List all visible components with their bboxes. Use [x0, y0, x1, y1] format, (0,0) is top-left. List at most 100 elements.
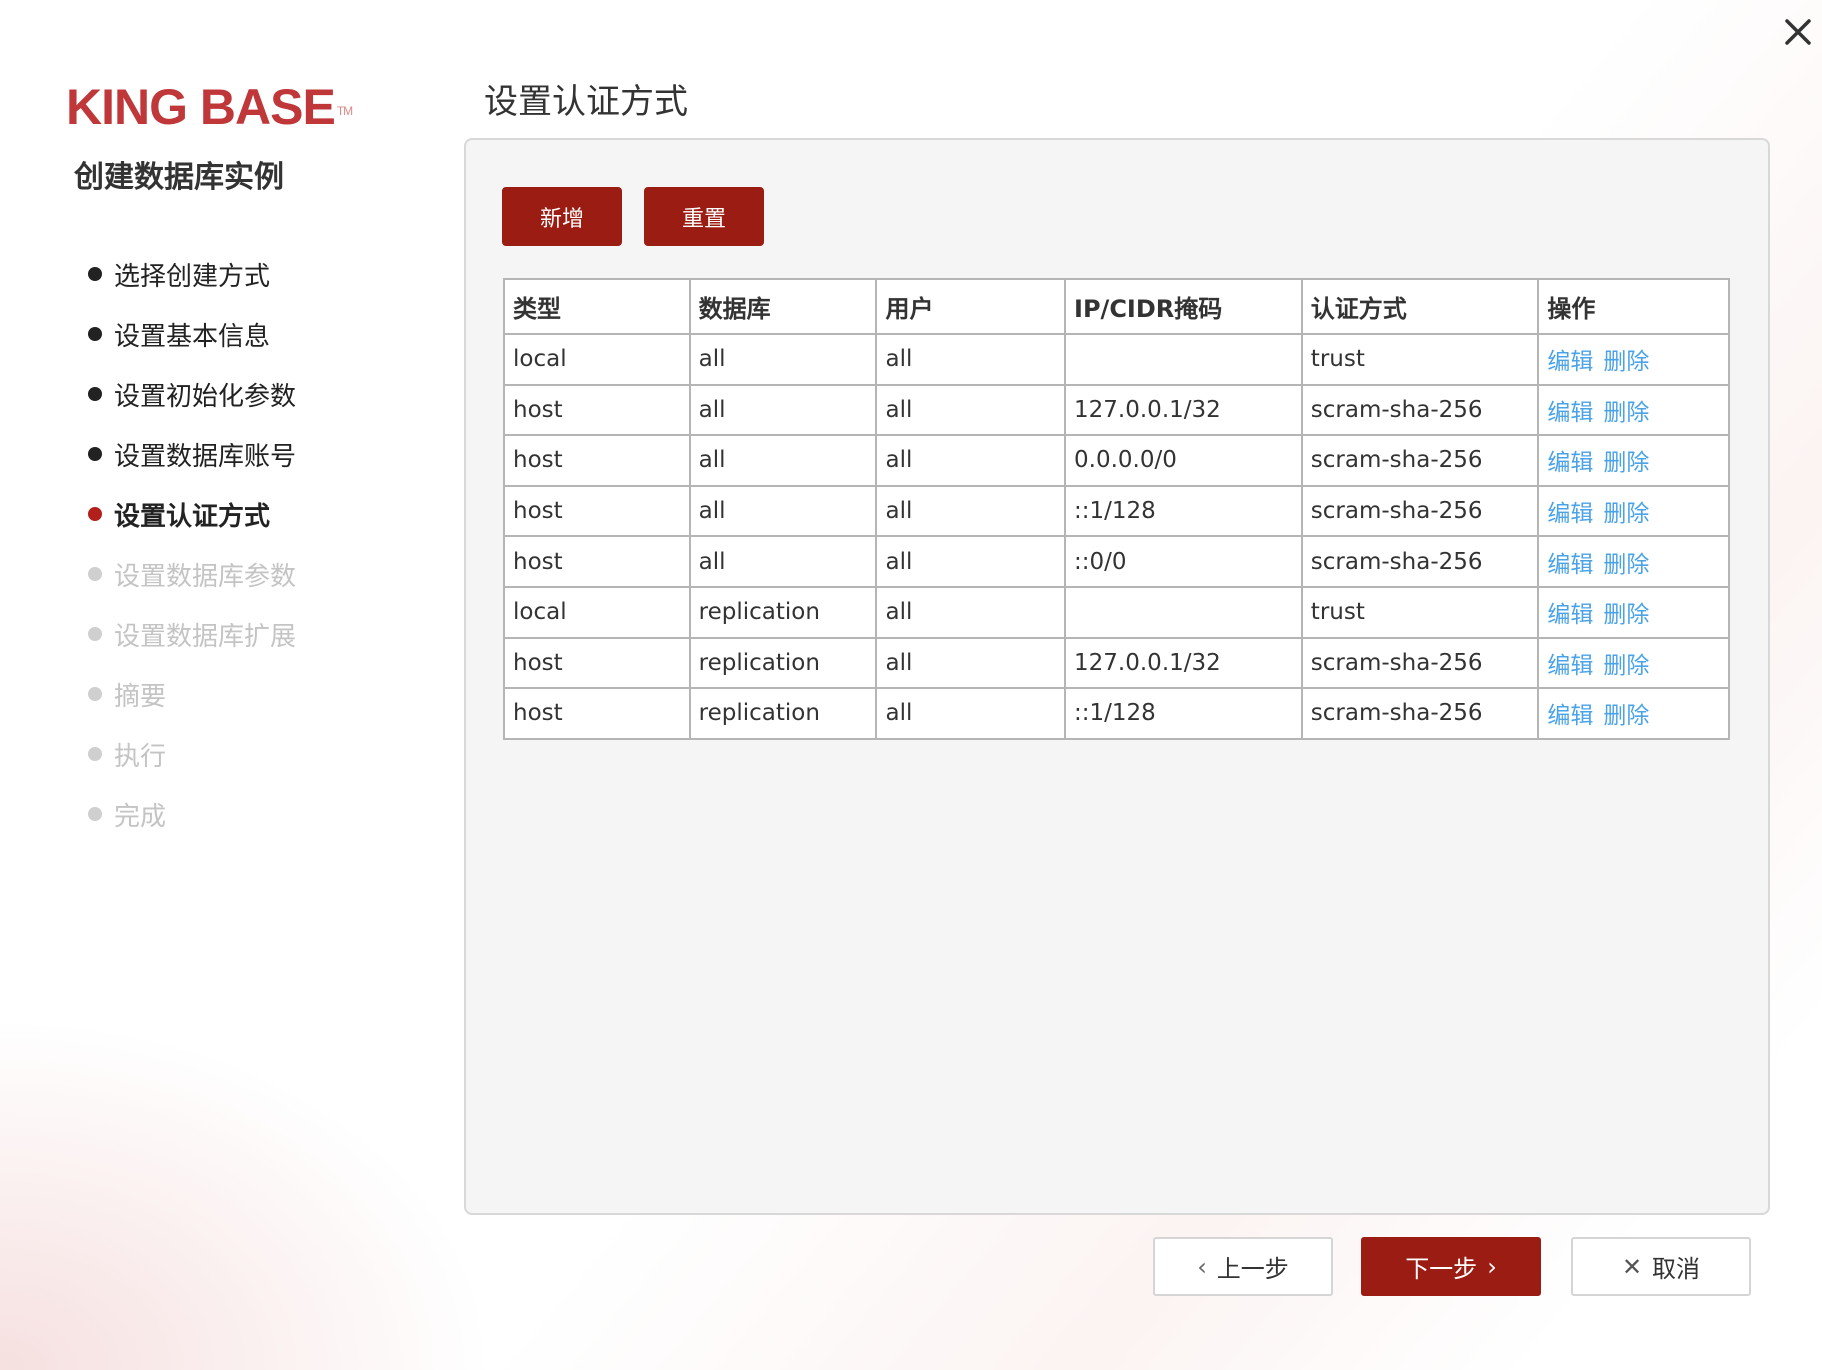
wizard-step: 设置基本信息 — [88, 304, 296, 364]
table-row: host all all::1/128 scram-sha-256 编辑 删除 — [503, 484, 1730, 538]
wizard-step-label: 设置数据库扩展 — [114, 621, 297, 652]
table-cell: scram-sha-256 — [1300, 535, 1540, 588]
delete-link[interactable]: 删除 — [1603, 349, 1650, 376]
column-header: 操作 — [1537, 278, 1730, 335]
table-cell: trust — [1300, 333, 1540, 386]
cancel-label: 取消 — [1652, 1255, 1701, 1283]
reset-button[interactable]: 重置 — [644, 187, 764, 246]
next-label: 下一步 — [1405, 1255, 1478, 1283]
delete-link[interactable]: 删除 — [1603, 450, 1650, 477]
delete-link[interactable]: 删除 — [1603, 399, 1650, 426]
edit-link[interactable]: 编辑 — [1547, 501, 1594, 528]
table-cell: local — [503, 585, 691, 639]
wizard-step-label: 选择创建方式 — [114, 261, 271, 292]
table-cell: host — [503, 484, 691, 538]
wizard-steps: 选择创建方式 设置基本信息 设置初始化参数 设置数据库账号 设置认证方式 设置数据库参数设… — [88, 244, 296, 844]
actions-cell: 编辑 删除 — [1537, 434, 1730, 487]
table-cell: all — [688, 383, 878, 437]
table-row: host all all 0.0.0.0/0 scram-sha-256 编辑 删除 — [503, 434, 1730, 487]
table-cell: all — [875, 484, 1067, 538]
table-cell: replication — [688, 636, 878, 690]
cancel-button[interactable]: ✕ 取消 — [1571, 1237, 1751, 1296]
edit-link[interactable]: 编辑 — [1547, 652, 1594, 679]
edit-link[interactable]: 编辑 — [1547, 703, 1594, 730]
wizard-step: 设置认证方式 — [88, 484, 296, 544]
table-cell: all — [688, 434, 878, 487]
wizard-step: 完成 — [88, 784, 296, 844]
bullet-icon — [88, 507, 102, 521]
bullet-icon — [88, 807, 102, 821]
table-row: host all all::0/0 scram-sha-256 编辑 删除 — [503, 535, 1730, 588]
table-cell: all — [875, 636, 1067, 690]
page-title: 设置认证方式 — [484, 82, 688, 122]
delete-link[interactable]: 删除 — [1603, 602, 1650, 629]
column-header: 类型 — [503, 278, 691, 335]
actions-cell: 编辑 删除 — [1537, 585, 1730, 639]
delete-link[interactable]: 删除 — [1603, 501, 1650, 528]
table-cell: host — [503, 636, 691, 690]
edit-link[interactable]: 编辑 — [1547, 551, 1594, 578]
chevron-right-icon: › — [1487, 1252, 1497, 1281]
table-row: local replication all trust 编辑 删除 — [503, 585, 1730, 639]
next-button[interactable]: 下一步 › — [1361, 1237, 1541, 1296]
bullet-icon — [88, 387, 102, 401]
delete-link[interactable]: 删除 — [1603, 551, 1650, 578]
table-cell: all — [875, 434, 1067, 487]
auth-table: 类型 数据库 用户 IP/CIDR掩码 认证方式 操作 local all all trust 编… — [503, 278, 1730, 740]
edit-link[interactable]: 编辑 — [1547, 349, 1594, 376]
close-icon: ✕ — [1621, 1252, 1643, 1281]
table-row: host all all 127.0.0.1/32 scram-sha-256 编辑 删除 — [503, 383, 1730, 437]
table-header-row: 类型 数据库 用户 IP/CIDR掩码 认证方式 操作 — [503, 278, 1730, 335]
table-cell: 0.0.0.0/0 — [1064, 434, 1303, 487]
edit-link[interactable]: 编辑 — [1547, 602, 1594, 629]
edit-link[interactable]: 编辑 — [1547, 399, 1594, 426]
table-row: local all all trust 编辑 删除 — [503, 333, 1730, 386]
table-cell: replication — [688, 687, 878, 740]
actions-cell: 编辑 删除 — [1537, 484, 1730, 538]
table-cell: host — [503, 383, 691, 437]
table-cell: replication — [688, 585, 878, 639]
wizard-step: 选择创建方式 — [88, 244, 296, 304]
wizard-step-label: 执行 — [114, 741, 167, 772]
table-cell: ::0/0 — [1064, 535, 1303, 588]
table-cell: scram-sha-256 — [1300, 484, 1540, 538]
actions-cell: 编辑 删除 — [1537, 333, 1730, 386]
wizard-step-label: 设置数据库账号 — [114, 441, 297, 472]
chevron-left-icon: ‹ — [1197, 1252, 1207, 1281]
table-row: host replication all::1/128 scram-sha-256 编辑… — [503, 687, 1730, 740]
table-cell: host — [503, 535, 691, 588]
wizard-subtitle: 创建数据库实例 — [74, 160, 284, 195]
prev-button[interactable]: ‹ 上一步 — [1153, 1237, 1333, 1296]
bullet-icon — [88, 747, 102, 761]
table-cell: all — [875, 535, 1067, 588]
add-button[interactable]: 新增 — [502, 187, 622, 246]
table-row: host replication all 127.0.0.1/32 scram-sha-… — [503, 636, 1730, 690]
table-cell: all — [688, 333, 878, 386]
wizard-step-label: 摘要 — [114, 681, 167, 712]
kingbase-logo: KING BASE TM — [66, 79, 353, 135]
actions-cell: 编辑 删除 — [1537, 636, 1730, 690]
bullet-icon — [88, 627, 102, 641]
column-header: IP/CIDR掩码 — [1064, 278, 1303, 335]
delete-link[interactable]: 删除 — [1603, 703, 1650, 730]
wizard-step: 设置初始化参数 — [88, 364, 296, 424]
table-cell — [1064, 333, 1303, 386]
column-header: 数据库 — [688, 278, 878, 335]
bullet-icon — [88, 687, 102, 701]
table-cell: trust — [1300, 585, 1540, 639]
column-header: 用户 — [875, 278, 1067, 335]
wizard-step: 执行 — [88, 724, 296, 784]
table-cell: local — [503, 333, 691, 386]
edit-link[interactable]: 编辑 — [1547, 450, 1594, 477]
delete-link[interactable]: 删除 — [1603, 652, 1650, 679]
table-cell: scram-sha-256 — [1300, 434, 1540, 487]
table-cell: 127.0.0.1/32 — [1064, 383, 1303, 437]
actions-cell: 编辑 删除 — [1537, 535, 1730, 588]
wizard-step-label: 完成 — [114, 801, 167, 832]
column-header: 认证方式 — [1300, 278, 1540, 335]
bullet-icon — [88, 327, 102, 341]
prev-label: 上一步 — [1216, 1255, 1289, 1283]
actions-cell: 编辑 删除 — [1537, 687, 1730, 740]
table-cell: all — [875, 687, 1067, 740]
close-icon[interactable] — [1782, 16, 1814, 48]
